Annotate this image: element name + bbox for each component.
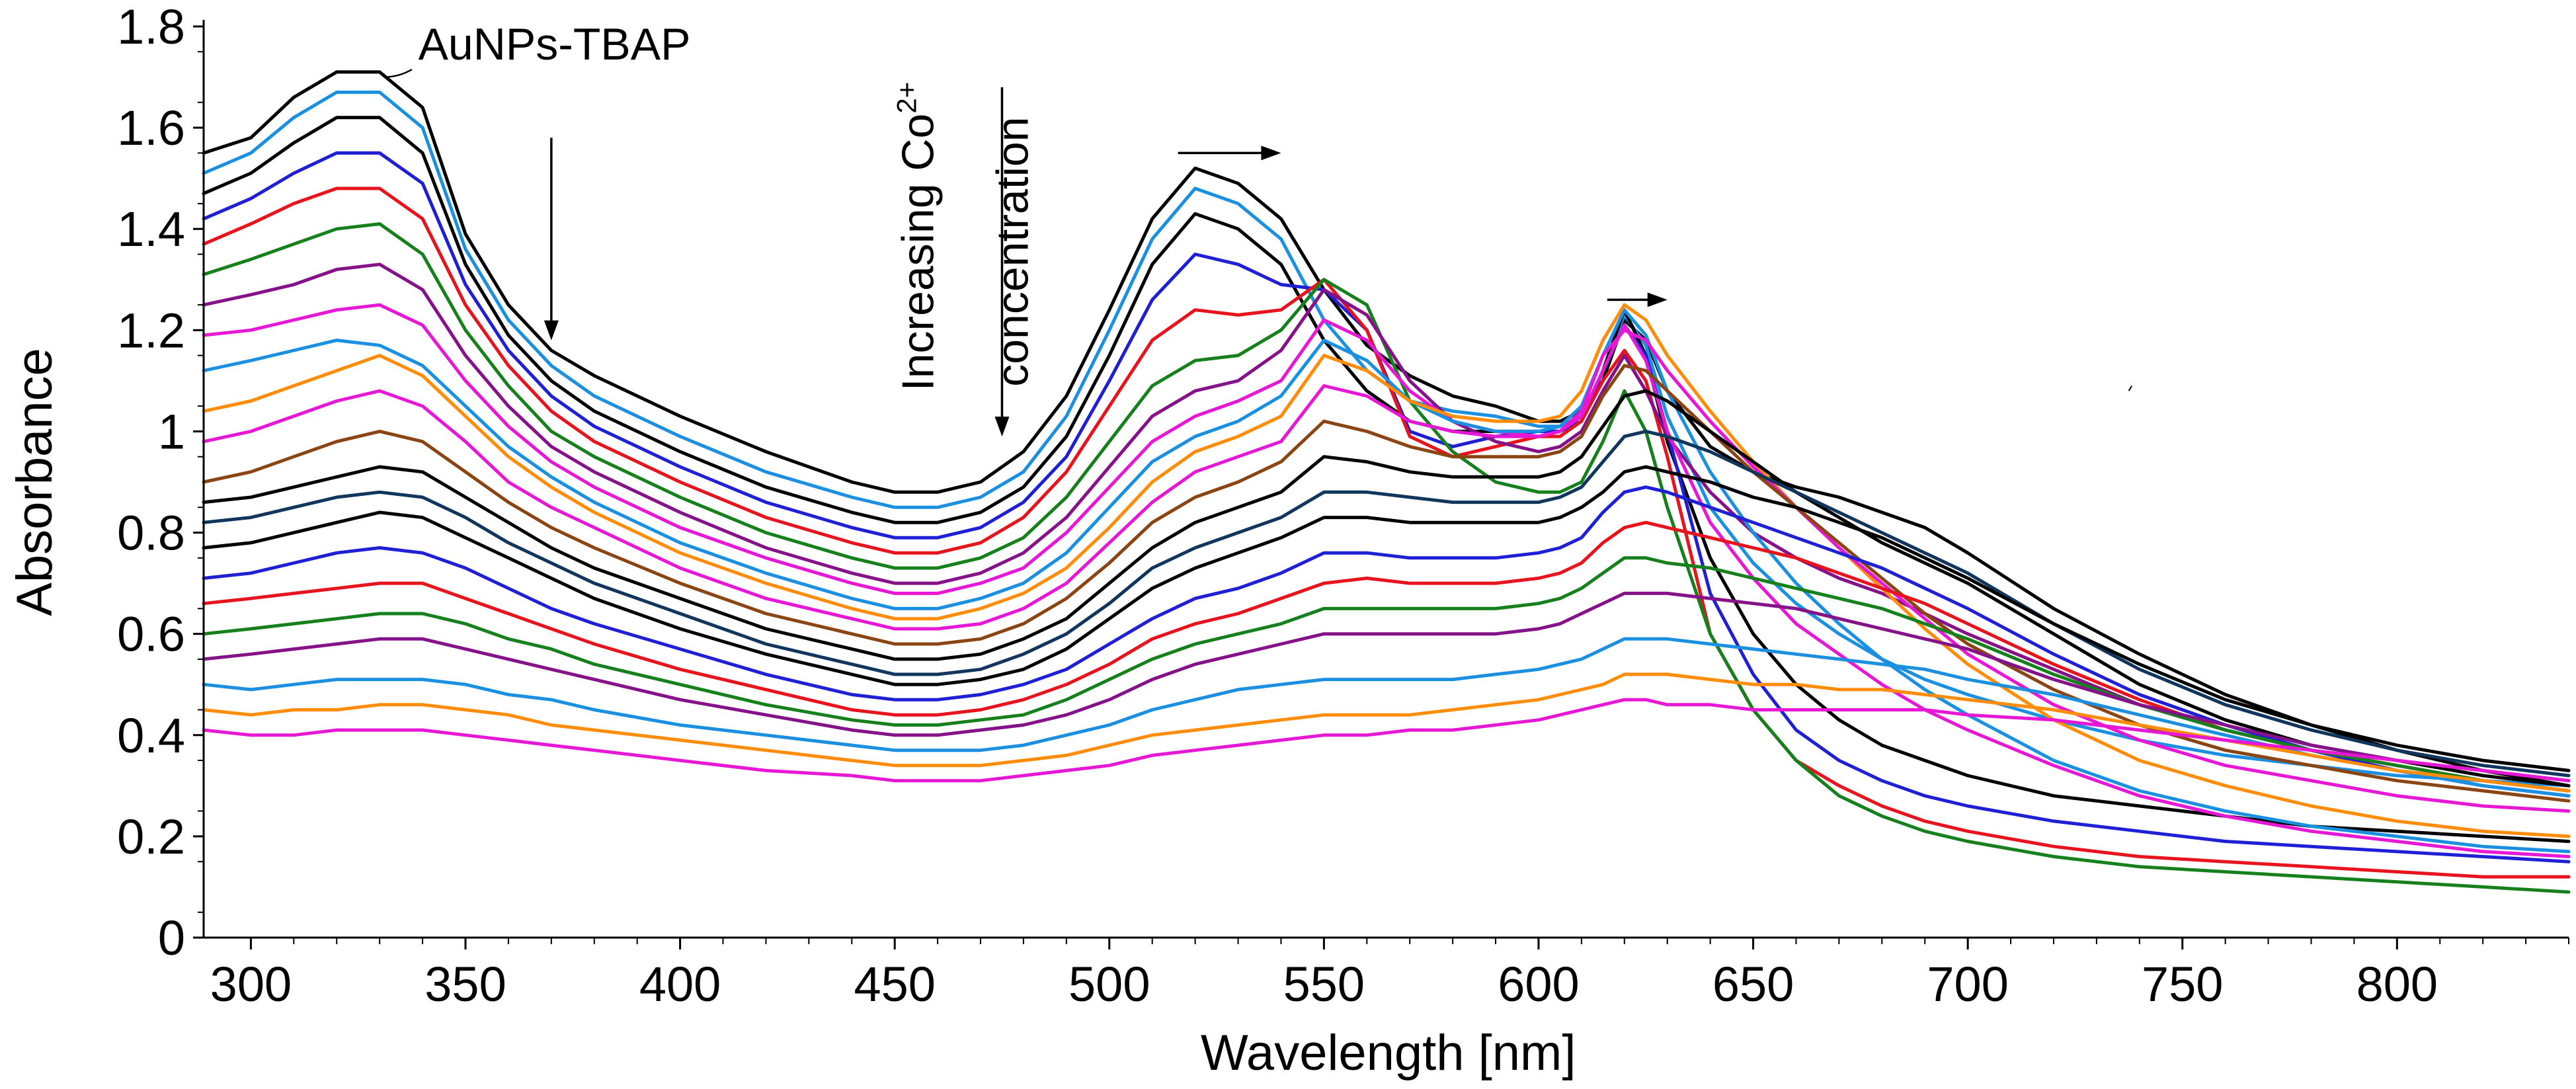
series-line (202, 465, 2571, 772)
increasing-label: Increasing Co2+ (891, 82, 944, 391)
y-tick-label: 0.4 (117, 708, 185, 763)
series-line (202, 70, 2571, 787)
stray-mark (2128, 385, 2132, 391)
y-tick-label: 0 (158, 910, 185, 965)
x-tick-label: 800 (2356, 957, 2438, 1012)
shift-arrow-2-head (1647, 292, 1668, 307)
concentration-arrow-head (994, 417, 1010, 437)
y-tick-label: 1.8 (117, 0, 185, 54)
series-line (202, 672, 2571, 793)
annotation-layer: AuNPs-TBAP Increasing Co2+ concentration (383, 19, 2132, 437)
sample-label: AuNPs-TBAP (419, 19, 691, 69)
series-line (202, 556, 2571, 793)
series-line (202, 116, 2571, 843)
series-line (202, 591, 2571, 783)
series-line (202, 328, 2571, 813)
y-tick-label: 0.2 (117, 809, 185, 864)
x-tick-label: 700 (1927, 957, 2008, 1012)
series-line (202, 364, 2571, 803)
x-tick-label: 600 (1498, 957, 1579, 1012)
increasing-label-text: Increasing Co (893, 114, 944, 391)
x-tick-label: 650 (1712, 957, 1794, 1012)
series-line (202, 222, 2571, 894)
series-line (202, 520, 2571, 793)
series-line (202, 308, 2571, 854)
series-line (202, 303, 2571, 838)
series-line (202, 389, 2571, 787)
increasing-annotation: Increasing Co2+ concentration (891, 82, 1038, 391)
series-line (202, 698, 2571, 783)
y-tick-label: 1 (158, 404, 185, 459)
shift-arrow-1-head (1261, 145, 1281, 161)
axis-layer: 0 0.2 0.4 0.6 0.8 1 1.2 1.4 1.6 1.8 300 350 400 450 50… (117, 0, 2569, 1012)
superscript-text: 2+ (891, 82, 922, 114)
series-line (202, 485, 2571, 798)
x-tick-label: 350 (424, 957, 506, 1012)
x-tick-label: 500 (1068, 957, 1150, 1012)
x-tick-label: 550 (1283, 957, 1365, 1012)
x-tick-label: 750 (2142, 957, 2223, 1012)
sample-leader-line (383, 68, 413, 78)
series-line (202, 637, 2571, 798)
concentration-label: concentration (987, 117, 1037, 387)
y-axis-title: Absorbance (7, 348, 63, 616)
y-tick-label: 1.6 (117, 101, 185, 155)
x-tick-label: 450 (854, 957, 935, 1012)
series-layer (202, 70, 2571, 894)
y-tick-label: 0.8 (117, 506, 185, 561)
y-tick-label: 0.6 (117, 607, 185, 662)
y-tick-label: 1.2 (117, 303, 185, 358)
x-axis-title: Wavelength [nm] (1201, 1025, 1576, 1081)
series-line (202, 186, 2571, 879)
y-tick-label: 1.4 (117, 202, 185, 257)
x-tick-label: 300 (210, 957, 292, 1012)
decrease-arrow-1-head (543, 320, 559, 341)
x-tick-label: 400 (639, 957, 721, 1012)
series-line (202, 429, 2571, 778)
